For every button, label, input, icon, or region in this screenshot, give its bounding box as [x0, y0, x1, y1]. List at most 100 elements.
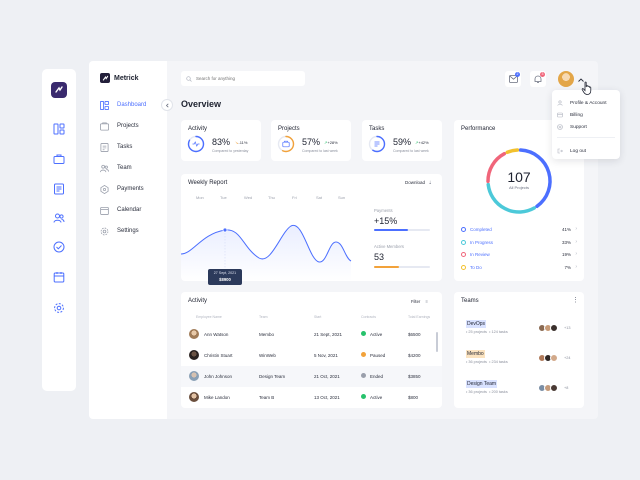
page-title: Overview	[181, 99, 222, 109]
chart-tooltip	[208, 269, 242, 285]
nav-item-team[interactable]: Team	[100, 163, 132, 173]
stat-value: 83%	[212, 137, 231, 147]
status-text: Active	[370, 395, 383, 400]
stat-card-projects: Projects 57% ↗+28% Compared to last week	[271, 120, 351, 161]
team-tasks: • 200 tasks	[489, 390, 508, 394]
filter-icon: ≡	[425, 299, 428, 304]
search-input[interactable]	[196, 76, 296, 81]
team-item-membo[interactable]: Membo • 36 projects • 234 tasks +24	[461, 350, 579, 372]
nav-item-projects[interactable]: Projects	[100, 121, 139, 131]
stat-delta-value: +28%	[327, 140, 338, 145]
chevron-right-icon: ›	[575, 239, 577, 245]
rail-gear-icon[interactable]	[53, 302, 65, 314]
weekly-line-chart	[181, 225, 352, 281]
menu-item-support[interactable]: Support	[557, 123, 587, 131]
brand[interactable]: Metrick	[100, 73, 139, 83]
avatar	[550, 324, 558, 332]
app-logo-icon[interactable]	[51, 82, 67, 98]
chevron-up-icon[interactable]	[577, 76, 585, 84]
earnings: $4200	[408, 353, 421, 358]
team-stats: • 36 projects • 200 tasks	[466, 390, 508, 394]
team-item-design-team[interactable]: Design Team • 36 projects • 200 tasks +8	[461, 380, 579, 402]
legend-in-progress[interactable]: In Progress 33% ›	[461, 239, 577, 247]
trend-down-icon: ↘	[235, 140, 239, 145]
legend-label: To Do	[470, 265, 482, 270]
team-more-count: +13	[564, 326, 571, 330]
nav-label: Tasks	[117, 144, 133, 150]
column-header[interactable]: Contracts	[361, 315, 376, 319]
table-row[interactable]: Christin Stuart WinWeb 5 Nov, 2021 Pause…	[181, 345, 442, 366]
activity-ring	[187, 135, 205, 153]
user-avatar[interactable]	[558, 71, 574, 87]
tooltip-value: $8900	[219, 277, 231, 282]
activity-table-title: Activity	[188, 298, 208, 304]
legend-label: In Review	[470, 252, 490, 257]
stat-title: Projects	[278, 126, 300, 132]
column-header[interactable]: Start	[314, 315, 322, 319]
menu-item-profile[interactable]: Profile & Account	[557, 99, 607, 107]
team-icon	[100, 164, 109, 173]
table-scrollbar[interactable]	[436, 332, 438, 352]
filter-button[interactable]: Filter ≡	[411, 299, 428, 304]
team-stats: • 36 projects • 234 tasks	[466, 360, 508, 364]
rail-briefcase-icon[interactable]	[53, 153, 65, 165]
rail-team-icon[interactable]	[53, 212, 65, 224]
performance-title: Performance	[461, 126, 496, 132]
legend-to-do[interactable]: To Do 7% ›	[461, 264, 577, 272]
team-tasks: • 234 tasks	[489, 360, 508, 364]
table-row[interactable]: Ann Watson Membo 21 Sept, 2021 Active $6…	[181, 324, 442, 345]
nav-label: Payments	[117, 186, 144, 192]
table-row[interactable]: Mike Landon Team B 13 Oct, 2021 Active $…	[181, 387, 442, 408]
nav-item-settings[interactable]: Settings	[100, 226, 139, 236]
download-button[interactable]: Download ⇣	[405, 180, 432, 186]
to-do-ring-icon	[461, 265, 466, 270]
stat-caption: Compared to last week	[302, 149, 338, 153]
gear-icon	[100, 227, 109, 236]
search-bar[interactable]	[181, 71, 305, 86]
team-item-devops[interactable]: DevOps • 25 projects • 124 tasks +13	[461, 320, 579, 342]
notifications-button[interactable]: 3	[530, 71, 546, 87]
menu-item-logout[interactable]: Log out	[557, 147, 586, 155]
column-header[interactable]: Total Earnings	[408, 315, 431, 319]
rail-check-icon[interactable]	[53, 241, 65, 253]
day-label: Mon	[196, 195, 204, 200]
start-date: 21 Oct, 2021	[314, 374, 340, 379]
trend-up-icon: ↗	[324, 140, 328, 145]
table-row[interactable]: John Johnson Design Team 21 Oct, 2021 En…	[181, 366, 442, 387]
messages-button[interactable]: 2	[505, 71, 521, 87]
nav-item-payments[interactable]: Payments	[100, 184, 144, 194]
download-label: Download	[405, 180, 426, 185]
status-text: Active	[370, 332, 383, 337]
column-header[interactable]: Team	[259, 315, 268, 319]
chevron-right-icon: ›	[575, 264, 577, 270]
rail-calendar-icon[interactable]	[53, 271, 65, 283]
members-progress-track	[374, 266, 430, 268]
rail-dashboard-icon[interactable]	[53, 123, 65, 135]
legend-completed[interactable]: Completed 41% ›	[461, 226, 577, 234]
start-date: 5 Nov, 2021	[314, 353, 338, 358]
avatar	[189, 392, 199, 402]
team-cell: Design Team	[259, 374, 286, 379]
payments-label: Payments	[374, 208, 393, 213]
hover-point[interactable]	[222, 227, 228, 233]
billing-icon	[557, 112, 563, 118]
team-projects: • 25 projects	[466, 330, 487, 334]
column-header[interactable]: Employee Name	[196, 315, 222, 319]
team-projects: • 36 projects	[466, 360, 487, 364]
rail-document-icon[interactable]	[53, 183, 65, 195]
nav-item-calendar[interactable]: Calendar	[100, 205, 141, 215]
sidebar-collapse-button[interactable]	[161, 99, 173, 111]
payments-value: +15%	[374, 216, 398, 226]
performance-total: 107	[507, 169, 531, 185]
start-date: 21 Sept, 2021	[314, 332, 343, 337]
more-options-icon[interactable]: ⋮	[572, 297, 579, 304]
nav-item-dashboard[interactable]: Dashboard	[100, 100, 146, 110]
team-tasks: • 124 tasks	[489, 330, 508, 334]
nav-item-tasks[interactable]: Tasks	[100, 142, 132, 152]
avatar	[189, 350, 199, 360]
weekly-report-card: Weekly Report Download ⇣ Mon Tue Wed Thu…	[181, 174, 442, 285]
completed-ring-icon	[461, 227, 466, 232]
team-name: Membo	[466, 350, 485, 358]
menu-item-billing[interactable]: Billing	[557, 111, 583, 119]
legend-in-review[interactable]: In Review 19% ›	[461, 251, 577, 259]
